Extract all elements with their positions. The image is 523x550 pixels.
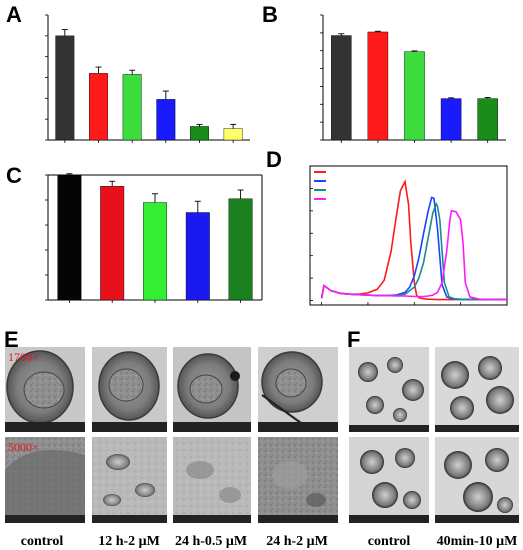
panel-letter-d: D (266, 147, 282, 172)
bar (100, 186, 125, 301)
panel-letter-b: B (262, 2, 278, 27)
bar (331, 35, 352, 141)
bar (367, 31, 389, 141)
series-line (320, 209, 507, 301)
caption-f-treated: 40min-10 μM (437, 534, 518, 549)
bar (477, 98, 498, 141)
bar (89, 73, 108, 141)
magnification-high-label: 5000× (8, 440, 39, 454)
bar (122, 74, 142, 141)
panel-letter-e: E (4, 327, 19, 352)
chart-c (45, 173, 263, 303)
bar (143, 202, 167, 301)
panel-letter-a: A (6, 2, 22, 27)
em-image-f-treated-low (435, 347, 519, 432)
em-image-12h-high (92, 437, 167, 523)
em-image-f-control-high (349, 437, 429, 523)
em-image-control-low (5, 347, 85, 432)
chart-a (45, 14, 250, 143)
bar (223, 128, 243, 141)
chart-d (309, 165, 508, 306)
magnification-low-label: 1700× (8, 350, 39, 364)
em-image-f-treated-high (435, 437, 519, 523)
bar (55, 35, 75, 141)
caption-e-control: control (21, 534, 64, 549)
bar (404, 51, 425, 141)
caption-e-24h-2: 24 h-2 μM (266, 534, 328, 549)
panel-letter-f: F (347, 327, 360, 352)
em-image-f-control-low (349, 347, 429, 432)
em-image-24h-05-high (173, 437, 251, 523)
panel-e-micrographs: 1700× 5000× (5, 347, 338, 523)
panel-letter-c: C (6, 163, 22, 188)
bar (57, 174, 82, 301)
bar (440, 98, 462, 141)
em-image-24h-2-low (258, 347, 338, 432)
caption-e-12h: 12 h-2 μM (98, 534, 160, 549)
bar (190, 126, 209, 141)
em-image-24h-2-high (258, 437, 338, 523)
chart-b (320, 14, 506, 143)
panel-f-micrographs (349, 347, 519, 523)
series-line (320, 179, 507, 301)
em-image-control-high (5, 437, 85, 523)
bar (156, 99, 176, 141)
bar (228, 198, 253, 301)
caption-f-control: control (368, 534, 411, 549)
em-image-24h-05-low (173, 347, 251, 432)
bar (185, 212, 210, 301)
caption-e-24h-05: 24 h-0.5 μM (175, 534, 247, 549)
em-image-12h-low (92, 347, 167, 432)
plot-frame (309, 165, 508, 306)
